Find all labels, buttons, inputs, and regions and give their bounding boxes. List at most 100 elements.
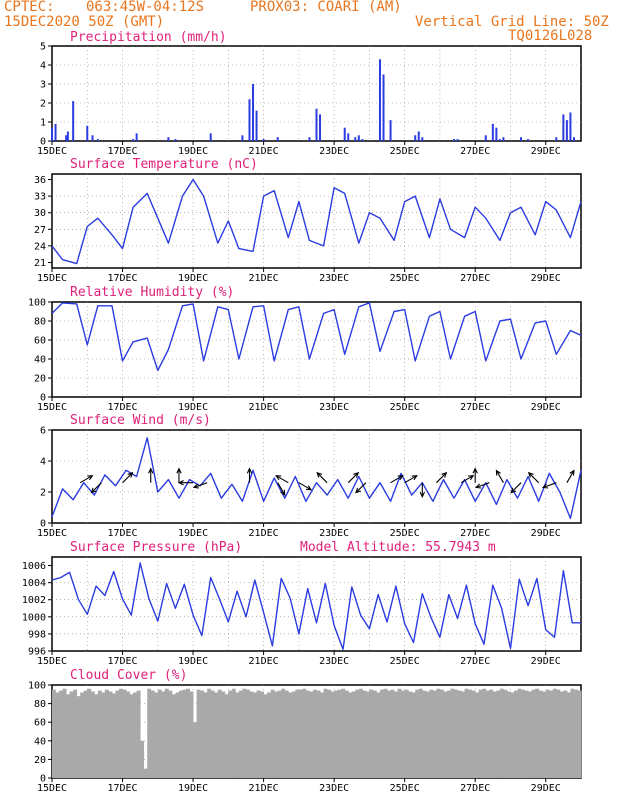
x-tick-label-2-2: 19DEC bbox=[178, 402, 208, 413]
cloud-bar-93 bbox=[379, 689, 384, 778]
x-tick-label-5-6: 27DEC bbox=[460, 783, 490, 794]
cloud-bar-13 bbox=[97, 690, 102, 778]
precip-bar-0 bbox=[51, 127, 53, 141]
cloud-bar-73 bbox=[309, 691, 314, 778]
cloud-bar-141 bbox=[549, 690, 554, 778]
wind-arrow-head-22 bbox=[510, 487, 517, 494]
header-station: PROX03: COARI (AM) bbox=[250, 0, 402, 15]
cloud-bar-20 bbox=[122, 689, 127, 778]
x-tick-label-3-4: 23DEC bbox=[319, 528, 349, 539]
cloud-bar-65 bbox=[281, 688, 286, 778]
x-tick-label-4-2: 19DEC bbox=[178, 656, 208, 667]
wind-arrow-22 bbox=[510, 482, 522, 493]
cloud-bar-68 bbox=[291, 691, 296, 778]
precip-bar-26 bbox=[361, 139, 364, 141]
cloud-bar-67 bbox=[288, 692, 293, 778]
cloud-bar-6 bbox=[73, 689, 78, 778]
series-line-2 bbox=[51, 302, 582, 372]
cloud-bar-105 bbox=[422, 690, 427, 778]
cloud-bar-35 bbox=[175, 692, 180, 778]
y-tick-label-3-2: 4 bbox=[40, 457, 46, 468]
cloud-bar-25 bbox=[140, 740, 145, 778]
x-tick-label-1-1: 17DEC bbox=[107, 273, 137, 284]
x-tick-label-5-3: 21DEC bbox=[249, 783, 279, 794]
cloud-bar-87 bbox=[358, 688, 363, 778]
cloud-bar-61 bbox=[267, 692, 272, 778]
header-source: CPTEC: bbox=[4, 0, 55, 15]
cloud-bar-23 bbox=[133, 692, 138, 778]
precip-bar-7 bbox=[96, 139, 99, 141]
wind-arrow-head-5 bbox=[177, 480, 184, 486]
cloud-bar-18 bbox=[115, 690, 120, 778]
wind-arrow-head-17 bbox=[441, 471, 448, 478]
cloud-bar-12 bbox=[94, 694, 99, 778]
cloud-bar-60 bbox=[263, 694, 268, 778]
cloud-bar-58 bbox=[256, 690, 261, 778]
wind-arrow-24 bbox=[542, 482, 557, 489]
precip-bar-34 bbox=[456, 139, 459, 141]
cloud-bar-9 bbox=[83, 690, 88, 778]
cloud-bar-46 bbox=[214, 692, 219, 778]
x-tick-label-0-5: 25DEC bbox=[390, 146, 420, 157]
cloud-bar-7 bbox=[76, 696, 81, 778]
wind-arrow-14 bbox=[390, 475, 403, 484]
cloud-bar-45 bbox=[210, 690, 215, 778]
panel-frame-1 bbox=[51, 173, 582, 269]
cloud-bar-118 bbox=[468, 689, 473, 778]
precip-bar-42 bbox=[555, 137, 558, 141]
cloud-bar-112 bbox=[446, 690, 451, 778]
wind-arrow-head-20 bbox=[474, 483, 482, 489]
precip-bar-37 bbox=[495, 127, 498, 141]
precip-bar-18 bbox=[276, 137, 279, 141]
cloud-bar-134 bbox=[524, 690, 529, 778]
cloud-bar-0 bbox=[52, 689, 56, 778]
cloud-bar-4 bbox=[66, 694, 71, 778]
wind-arrow-head-1 bbox=[90, 487, 97, 494]
cloud-bar-135 bbox=[528, 691, 533, 778]
cloud-bar-42 bbox=[200, 690, 205, 778]
cloud-bar-144 bbox=[559, 691, 564, 778]
x-tick-label-5-1: 17DEC bbox=[107, 783, 137, 794]
cloud-bar-148 bbox=[573, 689, 578, 778]
precip-bar-20 bbox=[315, 108, 318, 141]
panel-annotation-4: Model Altitude: 55.7943 m bbox=[300, 540, 496, 555]
cloud-bar-37 bbox=[182, 689, 187, 778]
cloud-bar-27 bbox=[147, 688, 152, 778]
x-tick-label-1-6: 27DEC bbox=[460, 273, 490, 284]
wind-arrow-13 bbox=[355, 482, 367, 493]
cloud-bar-77 bbox=[323, 688, 328, 778]
precip-bar-45 bbox=[569, 112, 572, 141]
header-datetime: 15DEC2020 50Z (GMT) bbox=[4, 14, 165, 30]
cloud-bar-49 bbox=[224, 694, 229, 778]
series-line-1 bbox=[51, 178, 582, 265]
precip-bar-29 bbox=[389, 120, 392, 141]
cloud-bar-108 bbox=[432, 690, 437, 778]
panel-frame-2 bbox=[51, 301, 582, 398]
precip-bar-1 bbox=[54, 123, 57, 141]
cloud-bar-90 bbox=[369, 689, 374, 778]
cloud-bar-31 bbox=[161, 691, 166, 778]
wind-arrow-2 bbox=[122, 472, 133, 484]
cloud-bar-136 bbox=[531, 689, 536, 778]
wind-arrow-head-10 bbox=[305, 485, 313, 491]
precip-bar-6 bbox=[91, 135, 94, 141]
wind-arrow-head-11 bbox=[316, 471, 323, 478]
wind-arrow-head-24 bbox=[541, 483, 549, 489]
wind-arrow-head-18 bbox=[468, 475, 475, 481]
x-tick-label-3-2: 19DEC bbox=[178, 528, 208, 539]
wind-arrow-23 bbox=[528, 472, 540, 484]
wind-arrow-9 bbox=[275, 475, 289, 484]
x-tick-label-0-2: 19DEC bbox=[178, 146, 208, 157]
precip-bar-21 bbox=[319, 114, 322, 141]
wind-arrow-head-8 bbox=[280, 489, 286, 496]
header-location: 063:45W-04:12S bbox=[86, 0, 205, 15]
wind-arrow-6 bbox=[193, 482, 208, 489]
panel-title-5: Cloud Cover (%) bbox=[70, 668, 187, 683]
y-tick-label-2-1: 20 bbox=[34, 374, 46, 385]
cloud-bar-138 bbox=[538, 690, 543, 778]
panel-frame-3 bbox=[51, 429, 582, 524]
wind-arrow-head-0 bbox=[87, 475, 94, 481]
cloud-bar-2 bbox=[59, 690, 63, 778]
x-tick-label-1-0: 15DEC bbox=[37, 273, 67, 284]
header-grid-note: Vertical Grid Line: 50Z bbox=[415, 14, 609, 30]
